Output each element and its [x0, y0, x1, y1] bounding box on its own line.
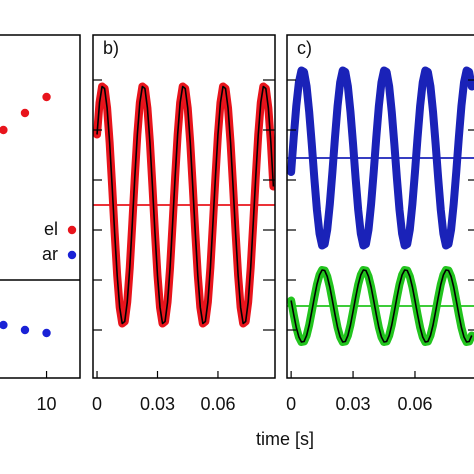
panel-frame: [92, 34, 276, 379]
x-tick-label: 10: [37, 394, 57, 414]
x-tick-label: 0.03: [336, 394, 371, 414]
x-tick-label: 0.06: [397, 394, 432, 414]
panel-label: c): [297, 38, 312, 58]
panel-frame: [0, 34, 81, 379]
data-point: [20, 325, 30, 335]
x-tick-label: 0: [92, 394, 102, 414]
legend-marker: [67, 250, 77, 260]
data-point: [42, 328, 51, 338]
legend-label: el: [44, 219, 58, 239]
data-point: [0, 320, 8, 330]
measured-band: [287, 66, 474, 250]
x-tick-label: 0: [286, 394, 296, 414]
plot-area: [287, 66, 474, 346]
plot-area: [0, 92, 51, 338]
legend-marker: [67, 225, 77, 235]
plot-area: [93, 82, 275, 328]
data-point: [20, 108, 30, 118]
x-tick-label: 0.06: [200, 394, 235, 414]
x-tick-label: 0.03: [140, 394, 175, 414]
data-point: [42, 92, 51, 102]
panel-frame: [286, 34, 474, 379]
legend-label: ar: [42, 244, 58, 264]
fit-line: [290, 269, 473, 343]
fit-line: [96, 85, 275, 325]
panel-label: b): [103, 38, 119, 58]
data-point: [0, 125, 8, 135]
x-axis-label: time [s]: [256, 429, 314, 449]
